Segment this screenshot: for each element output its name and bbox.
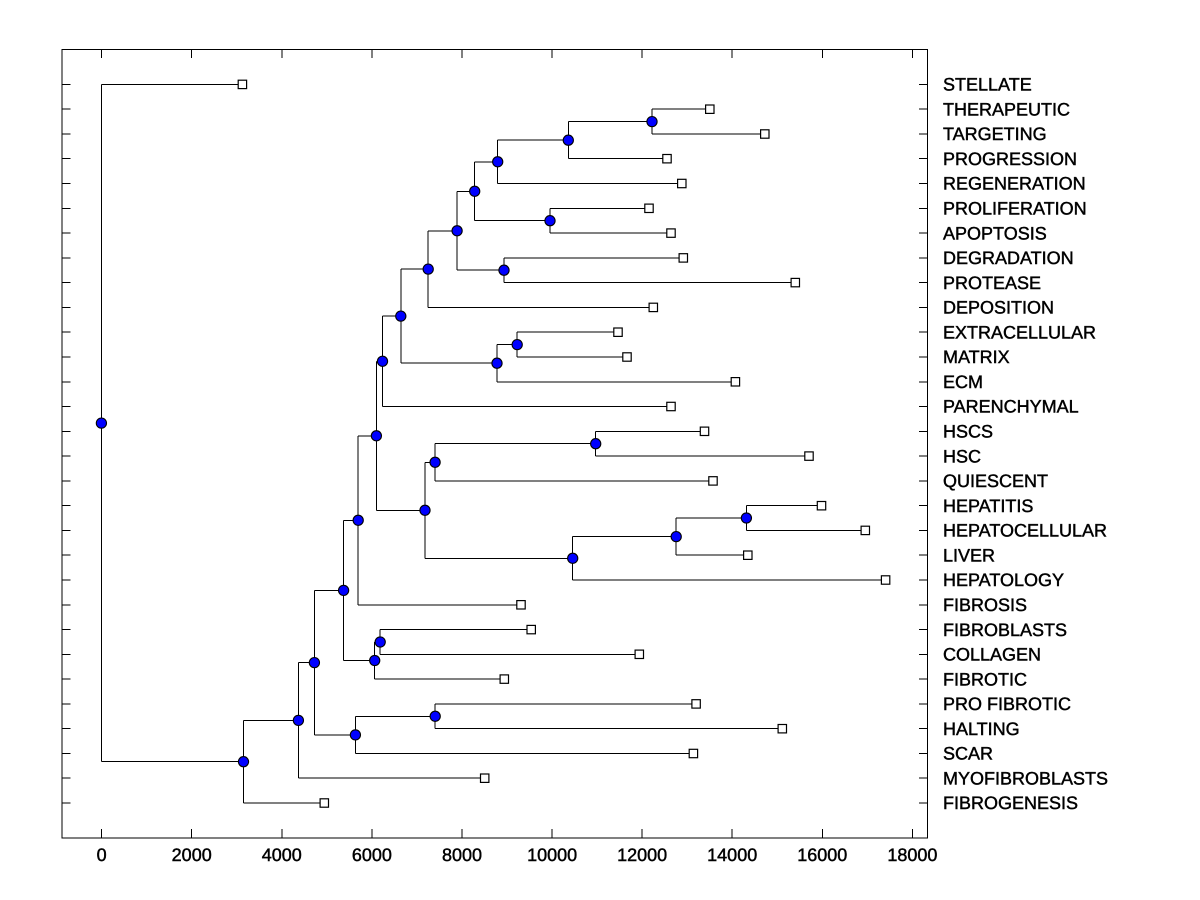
svg-text:MATRIX: MATRIX: [943, 347, 1010, 367]
svg-text:0: 0: [97, 845, 107, 865]
svg-text:DEPOSITION: DEPOSITION: [943, 298, 1054, 318]
svg-text:FIBROGENESIS: FIBROGENESIS: [943, 793, 1078, 813]
svg-text:HEPATOCELLULAR: HEPATOCELLULAR: [943, 521, 1107, 541]
svg-text:EXTRACELLULAR: EXTRACELLULAR: [943, 322, 1096, 342]
svg-text:HEPATITIS: HEPATITIS: [943, 496, 1033, 516]
svg-text:APOPTOSIS: APOPTOSIS: [943, 223, 1047, 243]
svg-text:STELLATE: STELLATE: [943, 75, 1032, 95]
svg-text:HEPATOLOGY: HEPATOLOGY: [943, 570, 1064, 590]
svg-text:ECM: ECM: [943, 372, 983, 392]
svg-text:10000: 10000: [527, 845, 577, 865]
svg-text:TARGETING: TARGETING: [943, 124, 1047, 144]
svg-text:PRO FIBROTIC: PRO FIBROTIC: [943, 694, 1071, 714]
svg-text:SCAR: SCAR: [943, 744, 993, 764]
svg-text:PROGRESSION: PROGRESSION: [943, 149, 1077, 169]
svg-text:HSCS: HSCS: [943, 422, 993, 442]
svg-text:FIBROBLASTS: FIBROBLASTS: [943, 620, 1067, 640]
svg-text:LIVER: LIVER: [943, 545, 995, 565]
svg-text:2000: 2000: [172, 845, 212, 865]
svg-text:HALTING: HALTING: [943, 719, 1020, 739]
svg-text:16000: 16000: [797, 845, 847, 865]
svg-text:FIBROSIS: FIBROSIS: [943, 595, 1027, 615]
svg-text:18000: 18000: [887, 845, 937, 865]
svg-text:4000: 4000: [262, 845, 302, 865]
svg-text:PROLIFERATION: PROLIFERATION: [943, 199, 1087, 219]
svg-text:PROTEASE: PROTEASE: [943, 273, 1041, 293]
svg-text:FIBROTIC: FIBROTIC: [943, 669, 1027, 689]
svg-text:12000: 12000: [617, 845, 667, 865]
svg-text:PARENCHYMAL: PARENCHYMAL: [943, 397, 1079, 417]
svg-text:MYOFIBROBLASTS: MYOFIBROBLASTS: [943, 768, 1108, 788]
svg-text:COLLAGEN: COLLAGEN: [943, 645, 1041, 665]
svg-text:8000: 8000: [442, 845, 482, 865]
svg-text:QUIESCENT: QUIESCENT: [943, 471, 1048, 491]
svg-text:REGENERATION: REGENERATION: [943, 174, 1086, 194]
svg-text:THERAPEUTIC: THERAPEUTIC: [943, 99, 1070, 119]
svg-text:6000: 6000: [352, 845, 392, 865]
svg-text:HSC: HSC: [943, 446, 981, 466]
svg-text:DEGRADATION: DEGRADATION: [943, 248, 1074, 268]
svg-text:14000: 14000: [707, 845, 757, 865]
